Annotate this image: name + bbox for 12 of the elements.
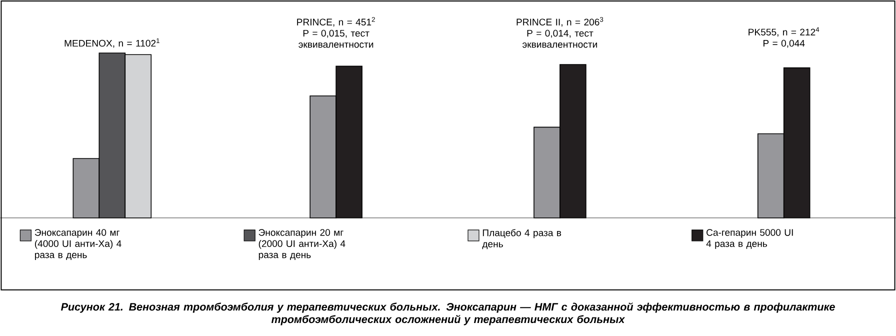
legend-label: Плацебо 4 раза в день [482, 229, 562, 250]
x-tick-label: MEDENOX, n = 1102$^{1}$ [64, 38, 160, 48]
legend-label: Эноксапарин 40 мг (4000 UI анти-Xa) 4 раза в день [34, 229, 122, 260]
legend-label: Эноксапарин 20 мг (2000 UI анти-Xa) 4 раза в день [258, 229, 346, 260]
x-tick-label: PK555, n = 212$^{4}$ [748, 27, 820, 37]
legend-label: Ca-гепарин 5000 UI 4 раза в день [706, 229, 793, 249]
text: P = 0,014, тест эквивалентности [522, 30, 597, 48]
text: P = 0,015, тест эквивалентности [298, 30, 374, 48]
x-tick-label: PRINCE II, n = 206$^{3}$ [516, 17, 604, 27]
text: Рисунок 21. Венозная тромбоэмболия у терапевтических больных. Эноксапарин — НМГ с доказанной эффективностью в профилактике тромбоэмболических осложнений у терапевтических больных [60, 302, 835, 326]
x-tick-label: PRINCE, n = 451$^{2}$ [297, 17, 375, 27]
text: P = 0,044 [764, 40, 805, 48]
